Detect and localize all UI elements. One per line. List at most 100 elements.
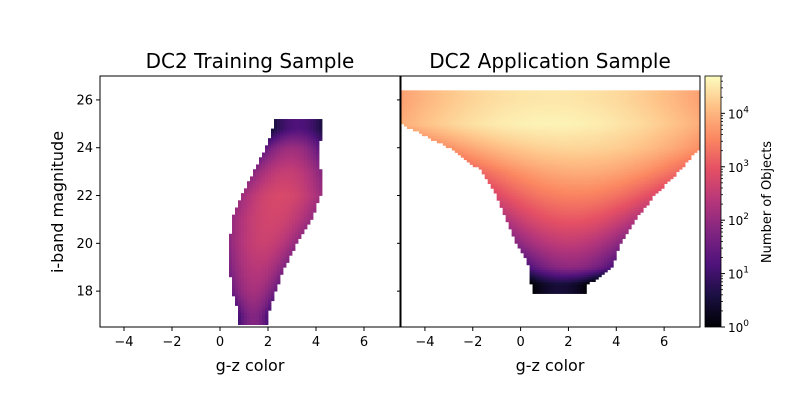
heatmap-cell [292, 147, 296, 151]
heatmap-cell [631, 181, 635, 184]
heatmap-cell [538, 240, 542, 244]
heatmap-cell [517, 185, 521, 189]
heatmap-cell [514, 181, 519, 184]
heatmap-cell [523, 231, 527, 235]
heatmap-cell [241, 212, 245, 216]
heatmap-cell [289, 154, 293, 158]
heatmap-cell [589, 138, 593, 141]
heatmap-cell [553, 145, 557, 149]
y-tick-label: 22 [76, 189, 93, 204]
heatmap-cell [559, 195, 563, 199]
heatmap-cell [634, 212, 638, 216]
heatmap-cell [694, 138, 698, 141]
heatmap-cell [301, 197, 305, 201]
heatmap-cell [571, 138, 575, 141]
heatmap-cell [547, 169, 551, 173]
heatmap-cell [538, 197, 542, 201]
heatmap-cell [250, 212, 254, 216]
heatmap-cell [613, 190, 617, 194]
heatmap-cell [487, 154, 492, 158]
heatmap-cell [256, 176, 260, 180]
heatmap-cell [259, 315, 263, 318]
heatmap-cell [619, 190, 623, 194]
heatmap-cell [247, 298, 251, 302]
heatmap-cell [484, 166, 489, 170]
heatmap-cell [541, 291, 545, 294]
heatmap-cell [274, 169, 278, 173]
heatmap-cell [508, 224, 513, 227]
heatmap-cell [238, 305, 242, 309]
heatmap-cell [277, 252, 281, 256]
heatmap-cell [244, 209, 248, 213]
heatmap-cell [553, 164, 557, 168]
heatmap-cell [607, 200, 611, 204]
heatmap-cell [580, 245, 584, 249]
heatmap-cell [538, 212, 542, 216]
heatmap-cell [244, 300, 248, 304]
heatmap-cell [547, 217, 551, 220]
heatmap-cell [298, 140, 302, 144]
heatmap-cell [295, 138, 299, 141]
heatmap-cell [289, 128, 293, 132]
heatmap-cell [550, 238, 554, 242]
heatmap-cell [268, 236, 272, 239]
heatmap-cell [550, 145, 554, 149]
heatmap-cell [670, 162, 674, 165]
heatmap-cell [256, 240, 260, 244]
heatmap-cell [265, 162, 269, 165]
heatmap-cell [607, 142, 611, 146]
heatmap-cell [238, 236, 242, 239]
heatmap-cell [628, 157, 632, 161]
heatmap-cell [565, 252, 569, 256]
heatmap-cell [535, 185, 539, 189]
heatmap-cell [595, 217, 599, 220]
heatmap-cell [559, 190, 563, 194]
heatmap-cell [613, 205, 617, 208]
heatmap-cell [553, 226, 557, 230]
heatmap-cell [646, 145, 650, 149]
heatmap-cell [565, 226, 569, 230]
heatmap-cell [613, 140, 617, 144]
heatmap-cell [580, 135, 584, 139]
heatmap-cell [502, 142, 507, 146]
heatmap-cell [307, 176, 311, 180]
heatmap-cell [604, 226, 608, 230]
heatmap-cell [556, 209, 560, 213]
heatmap-cell [274, 276, 278, 280]
heatmap-cell [265, 159, 269, 163]
heatmap-cell [529, 262, 533, 266]
heatmap-cell [271, 288, 275, 292]
heatmap-cell [241, 257, 245, 261]
heatmap-cell [244, 307, 248, 311]
heatmap-cell [616, 248, 620, 251]
heatmap-cell [244, 303, 248, 306]
heatmap-cell [499, 154, 504, 158]
heatmap-cell [280, 133, 284, 137]
heatmap-cell [490, 142, 495, 146]
heatmap-cell [298, 147, 302, 151]
heatmap-cell [571, 250, 575, 254]
heatmap-cell [286, 205, 290, 208]
heatmap-cell [511, 188, 516, 192]
heatmap-cell [316, 200, 320, 204]
heatmap-cell [310, 145, 314, 149]
heatmap-cell [535, 245, 539, 249]
heatmap-cell [265, 283, 269, 287]
heatmap-cell [565, 255, 569, 259]
heatmap-cell [685, 154, 689, 158]
heatmap-cell [310, 217, 314, 220]
heatmap-cell [511, 212, 516, 216]
heatmap-cell [634, 217, 638, 220]
heatmap-cell [643, 157, 647, 161]
heatmap-cell [286, 174, 290, 177]
heatmap-cell [628, 190, 632, 194]
heatmap-cell [625, 162, 629, 165]
heatmap-cell [304, 130, 308, 134]
heatmap-cell [457, 142, 462, 146]
heatmap-cell [286, 228, 290, 232]
heatmap-cell [286, 126, 290, 129]
heatmap-cell [679, 152, 683, 156]
heatmap-cell [595, 162, 599, 165]
heatmap-cell [313, 205, 317, 208]
heatmap-cell [535, 138, 539, 141]
